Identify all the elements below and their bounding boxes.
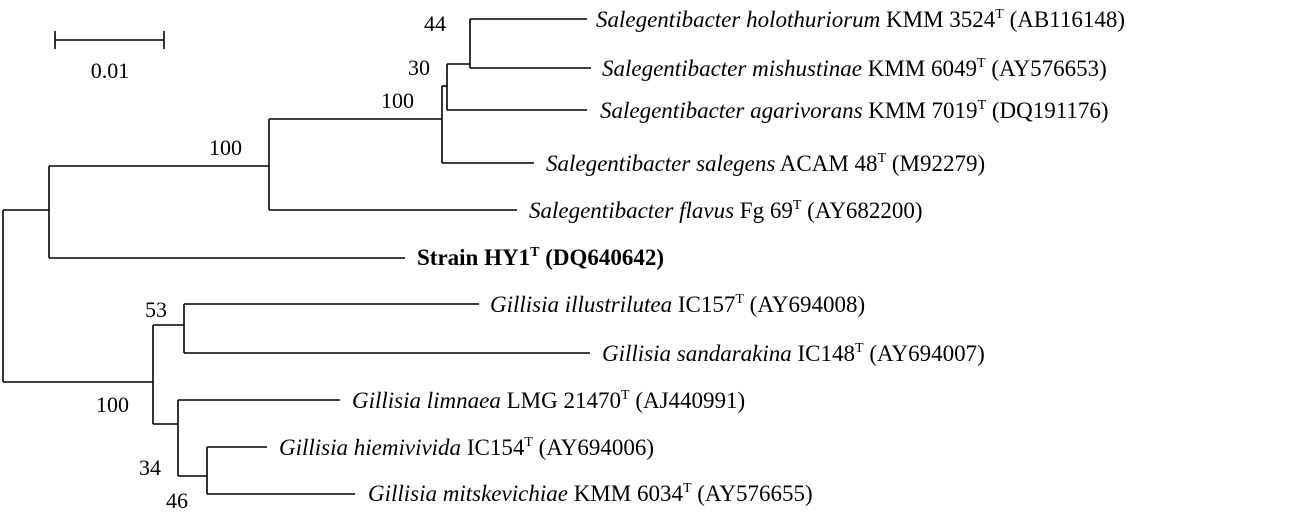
taxon-label: Gillisia mitskevichiae KMM 6034T (AY5766… — [368, 472, 813, 506]
bootstrap-value: 30 — [408, 55, 430, 80]
bootstrap-value: 100 — [381, 88, 414, 113]
tree-branches — [2, 18, 591, 495]
taxon-label: Gillisia hiemivivida IC154T (AY694006) — [279, 426, 654, 460]
scale-bar-label: 0.01 — [91, 58, 130, 83]
taxon-label: Salegentibacter flavus Fg 69T (AY682200) — [529, 189, 923, 223]
scale-bar: 0.01 — [54, 31, 165, 83]
bootstrap-value: 44 — [424, 11, 446, 36]
taxon-label: Salegentibacter mishustinae KMM 6049T (A… — [602, 47, 1107, 81]
taxon-label: Gillisia illustrilutea IC157T (AY694008) — [490, 283, 865, 317]
taxon-label: Salegentibacter holothuriorum KMM 3524T … — [596, 0, 1125, 32]
bootstrap-value: 100 — [209, 135, 242, 160]
bootstrap-value: 53 — [145, 297, 167, 322]
taxon-label: Gillisia sandarakina IC148T (AY694007) — [602, 332, 985, 366]
bootstrap-value: 100 — [96, 392, 129, 417]
taxon-label-strain-hy1: Strain HY1T (DQ640642) — [417, 236, 664, 270]
bootstrap-value: 46 — [166, 488, 188, 513]
taxon-label: Gillisia limnaea LMG 21470T (AJ440991) — [352, 379, 745, 413]
taxon-label: Salegentibacter agarivorans KMM 7019T (D… — [600, 89, 1109, 123]
taxon-labels: Salegentibacter holothuriorum KMM 3524T … — [279, 0, 1125, 506]
bootstrap-values: 44 30 100 100 53 100 34 46 — [96, 11, 446, 513]
taxon-label: Salegentibacter salegens ACAM 48T (M9227… — [546, 142, 985, 176]
bootstrap-value: 34 — [139, 455, 161, 480]
